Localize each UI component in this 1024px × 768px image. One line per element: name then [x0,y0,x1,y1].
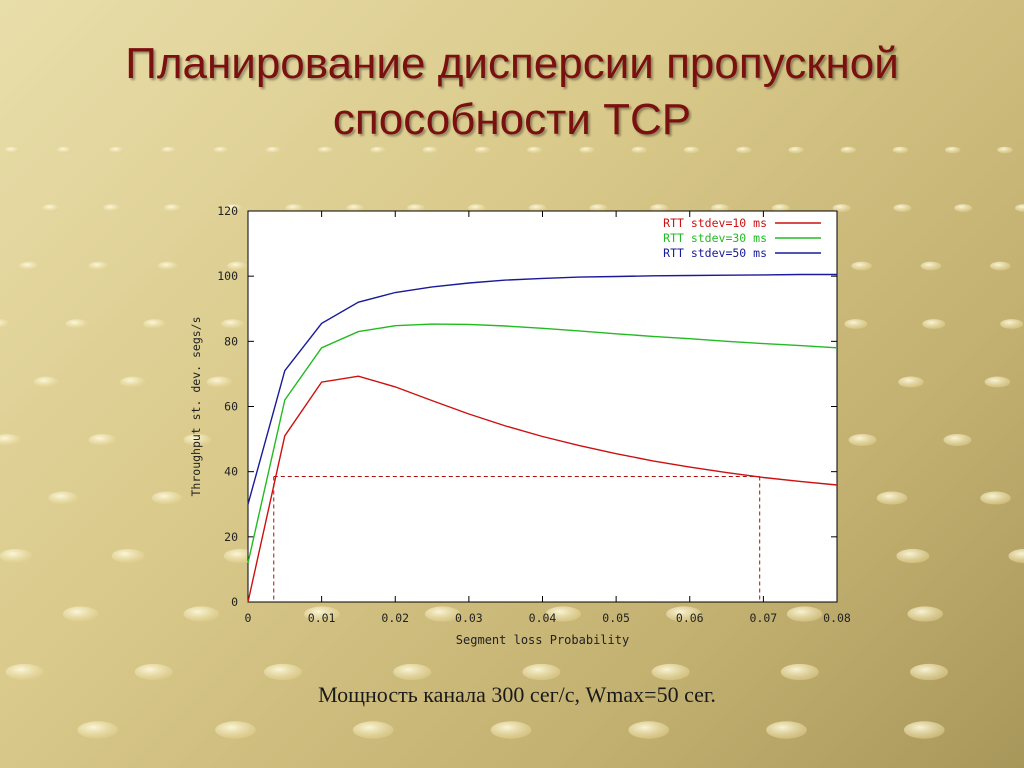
series-line-3 [247,273,837,505]
series-line-2 [247,323,838,564]
x-tick-label: 0.03 [455,611,483,625]
slide-caption: Мощность канала 300 сег/с, Wmax=50 сег. [318,682,716,707]
y-axis-label: Throughput st. dev. segs/s [189,316,203,496]
y-tick-label: 0 [231,595,238,609]
y-tick-label: 120 [217,204,238,218]
slide-title: Планирование дисперсии пропускной способ… [0,36,1024,148]
x-tick-label: 0.01 [308,611,336,625]
x-tick-label: 0.06 [676,611,704,625]
y-tick-label: 40 [224,465,238,479]
x-tick-label: 0.04 [529,611,557,625]
legend-label-1: RTT stdev=10 ms [663,216,767,230]
x-tick-label: 0 [245,611,252,625]
series-line-1 [247,375,838,603]
y-tick-label: 100 [217,269,238,283]
x-tick-label: 0.02 [381,611,409,625]
x-axis-label: Segment loss Probability [456,633,629,647]
y-tick-label: 60 [224,400,238,414]
chart-svg: 0 0.01 0.02 0.03 0.04 0.05 0.06 0.07 0.08 0 20 40 60… [189,204,851,647]
x-tick-label: 0.05 [602,611,630,625]
slide-title-line-2: способности TCP [332,95,692,144]
plot-area [247,210,838,603]
slide-title-line-1: Планирование дисперсии пропускной [125,39,899,88]
legend-label-3: RTT stdev=50 ms [663,246,767,260]
y-tick-label: 20 [224,530,238,544]
y-tick-label: 80 [224,334,238,348]
legend-label-2: RTT stdev=30 ms [663,231,767,245]
x-tick-label: 0.07 [750,611,778,625]
chart: 0 0.01 0.02 0.03 0.04 0.05 0.06 0.07 0.08 0 20 40 60… [180,196,860,656]
x-tick-label: 0.08 [823,611,851,625]
